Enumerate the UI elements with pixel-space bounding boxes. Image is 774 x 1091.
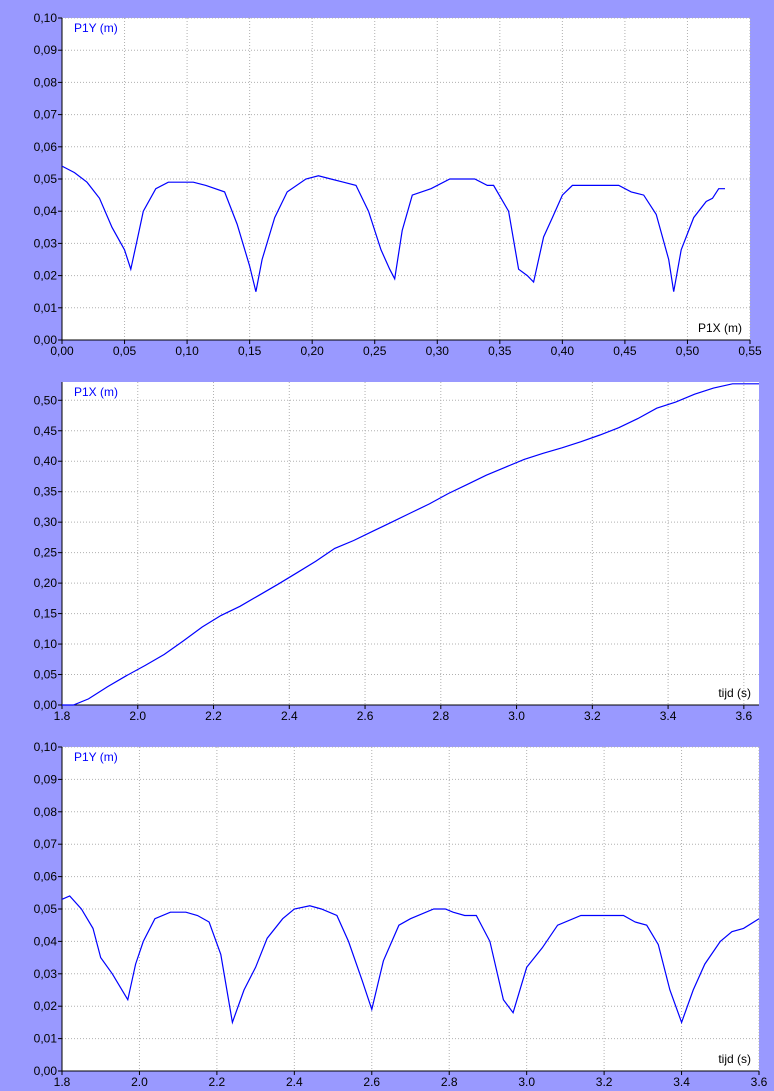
y-tick-label: 0,40 bbox=[34, 454, 58, 468]
x-tick-label: 2.4 bbox=[281, 709, 298, 723]
y-tick-label: 0,02 bbox=[34, 999, 58, 1013]
y-tick-label: 0,25 bbox=[34, 546, 58, 560]
x-tick-label: 3.6 bbox=[751, 1075, 768, 1089]
chart-panel-1: 0,00 0,05 0,10 0,15 0,20 0,25 0,30 0,35 0,40 0,45… bbox=[0, 0, 774, 360]
y-tick-label: 0,07 bbox=[34, 837, 58, 851]
y-tick-label: 0,50 bbox=[34, 393, 58, 407]
y-tick-label: 0,05 bbox=[34, 668, 58, 682]
x-tick-label: 0,25 bbox=[363, 344, 387, 358]
x-tick-label: 0,20 bbox=[301, 344, 325, 358]
y-axis-label: P1X (m) bbox=[74, 385, 118, 399]
x-tick-label: 2.0 bbox=[129, 709, 146, 723]
x-tick-label: 0,30 bbox=[426, 344, 450, 358]
x-tick-label: 3.6 bbox=[736, 709, 753, 723]
y-tick-label: 0,00 bbox=[34, 698, 58, 712]
y-tick-label: 0,05 bbox=[34, 172, 58, 186]
x-tick-label: 2.2 bbox=[205, 709, 222, 723]
y-tick-label: 0,00 bbox=[34, 1064, 58, 1078]
y-tick-label: 0,20 bbox=[34, 576, 58, 590]
plot-area bbox=[62, 18, 750, 340]
y-tick-label: 0,01 bbox=[34, 301, 58, 315]
y-tick-label: 0,08 bbox=[34, 75, 58, 89]
x-axis-label: P1X (m) bbox=[698, 321, 742, 335]
y-tick-label: 0,15 bbox=[34, 607, 58, 621]
y-tick-label: 0,02 bbox=[34, 269, 58, 283]
x-tick-label: 0,50 bbox=[676, 344, 700, 358]
y-tick-label: 0,06 bbox=[34, 140, 58, 154]
y-tick-label: 0,10 bbox=[34, 740, 58, 754]
y-tick-label: 0,03 bbox=[34, 967, 58, 981]
series-line bbox=[62, 383, 759, 706]
x-tick-label: 0,10 bbox=[175, 344, 199, 358]
y-tick-label: 0,10 bbox=[34, 11, 58, 25]
chart-panel-2: 1.8 2.0 2.2 2.4 2.6 2.8 3.0 3.2 3.4 3.6 0,00 0,05 0,… bbox=[0, 360, 774, 725]
x-tick-label: 2.0 bbox=[131, 1075, 148, 1089]
x-axis-label: tijd (s) bbox=[718, 686, 751, 700]
x-tick-label: 2.6 bbox=[357, 709, 374, 723]
x-axis-label: tijd (s) bbox=[718, 1052, 751, 1066]
y-tick-label: 0,09 bbox=[34, 772, 58, 786]
x-tick-label: 2.8 bbox=[441, 1075, 458, 1089]
chart-p1y-vs-tijd: 1.8 2.0 2.2 2.4 2.6 2.8 3.0 3.2 3.4 3.6 0,00 0,01 0,… bbox=[34, 740, 768, 1089]
y-tick-label: 0,00 bbox=[34, 333, 58, 347]
y-tick-label: 0,35 bbox=[34, 485, 58, 499]
x-tick-label: 0,45 bbox=[613, 344, 637, 358]
x-tick-label: 3.4 bbox=[660, 709, 677, 723]
y-tick-label: 0,07 bbox=[34, 108, 58, 122]
x-tick-label: 3.0 bbox=[518, 1075, 535, 1089]
y-tick-label: 0,03 bbox=[34, 236, 58, 250]
series-line bbox=[61, 165, 725, 292]
x-tick-label: 3.2 bbox=[596, 1075, 613, 1089]
x-tick-label: 2.4 bbox=[286, 1075, 303, 1089]
chart-p1y-vs-p1x: 0,00 0,05 0,10 0,15 0,20 0,25 0,30 0,35 0,40 0,45… bbox=[34, 11, 762, 358]
x-tick-label: 0,35 bbox=[488, 344, 512, 358]
x-tick-label: 2.2 bbox=[209, 1075, 226, 1089]
x-tick-label: 0,00 bbox=[50, 344, 74, 358]
chart-panel-3: 1.8 2.0 2.2 2.4 2.6 2.8 3.0 3.2 3.4 3.6 0,00 0,01 0,… bbox=[0, 725, 774, 1091]
x-tick-label: 0,55 bbox=[738, 344, 762, 358]
x-tick-label: 3.0 bbox=[508, 709, 525, 723]
y-tick-label: 0,01 bbox=[34, 1032, 58, 1046]
plot-area bbox=[62, 382, 759, 705]
y-tick-label: 0,45 bbox=[34, 424, 58, 438]
series-line bbox=[61, 895, 760, 1025]
x-tick-label: 1.8 bbox=[54, 709, 71, 723]
x-tick-label: 0,40 bbox=[551, 344, 575, 358]
y-tick-label: 0,08 bbox=[34, 805, 58, 819]
x-tick-label: 1.8 bbox=[54, 1075, 71, 1089]
y-tick-label: 0,05 bbox=[34, 902, 58, 916]
y-tick-label: 0,06 bbox=[34, 870, 58, 884]
x-tick-label: 0,05 bbox=[113, 344, 137, 358]
chart-p1x-vs-tijd: 1.8 2.0 2.2 2.4 2.6 2.8 3.0 3.2 3.4 3.6 0,00 0,05 0,… bbox=[34, 382, 759, 723]
y-tick-label: 0,10 bbox=[34, 637, 58, 651]
y-axis-label: P1Y (m) bbox=[74, 21, 118, 35]
x-tick-label: 3.4 bbox=[673, 1075, 690, 1089]
y-tick-label: 0,30 bbox=[34, 515, 58, 529]
x-tick-label: 2.8 bbox=[432, 709, 449, 723]
y-tick-label: 0,04 bbox=[34, 934, 58, 948]
y-tick-label: 0,04 bbox=[34, 204, 58, 218]
y-axis-label: P1Y (m) bbox=[74, 750, 118, 764]
x-tick-label: 2.6 bbox=[363, 1075, 380, 1089]
y-tick-label: 0,09 bbox=[34, 43, 58, 57]
x-tick-label: 0,15 bbox=[238, 344, 262, 358]
x-tick-label: 3.2 bbox=[584, 709, 601, 723]
